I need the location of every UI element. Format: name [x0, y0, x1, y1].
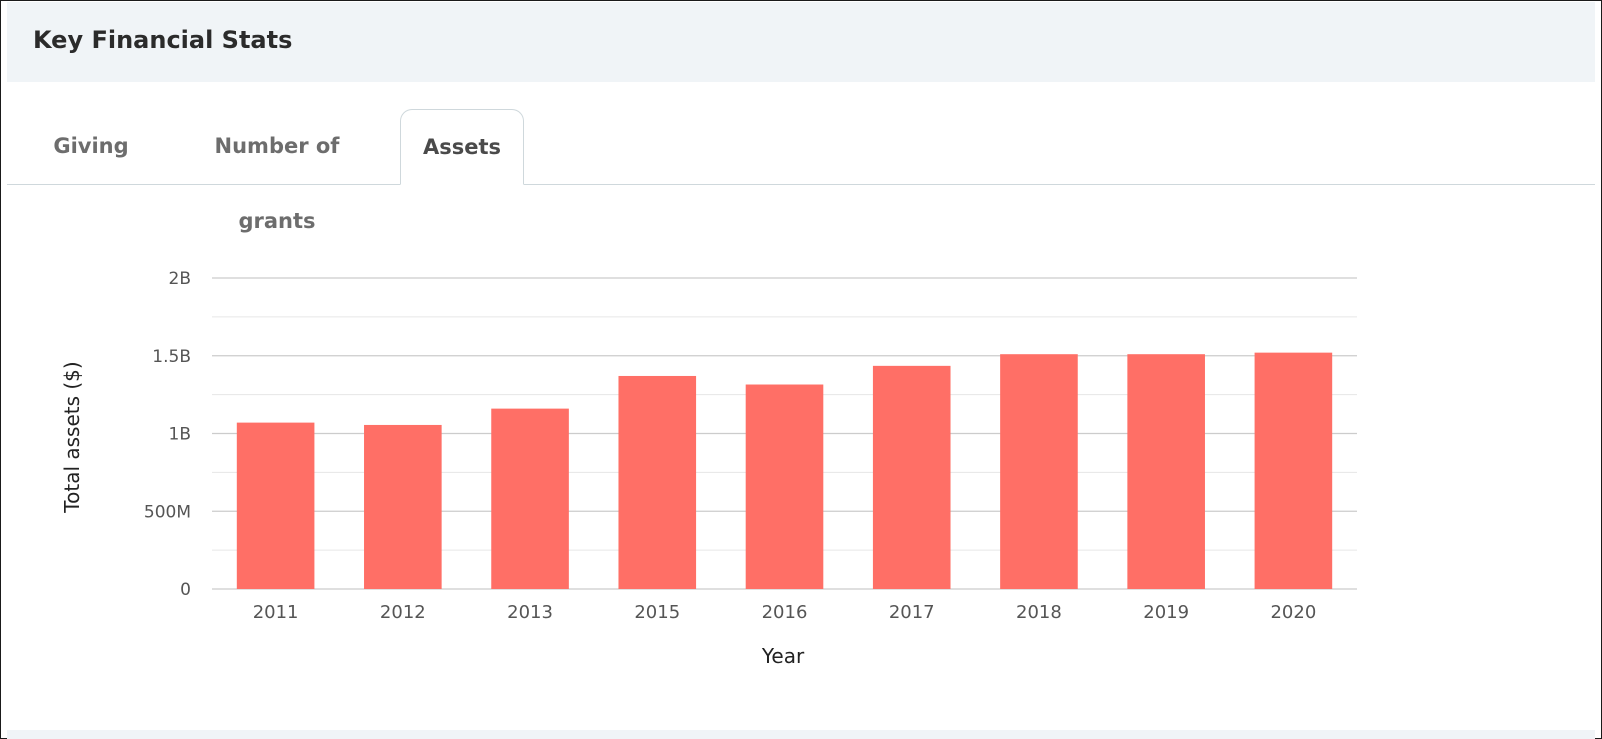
bar-2017[interactable] — [872, 365, 951, 589]
tab-number-of-grants[interactable]: Number of grants — [214, 134, 340, 233]
y-tick-label: 1.5B — [152, 347, 191, 367]
y-tick-label: 2B — [169, 269, 191, 289]
x-tick-label: 2020 — [1270, 602, 1316, 623]
y-axis-ticks: 0 500M 1B 1.5B 2B — [144, 269, 191, 600]
x-tick-label: 2019 — [1143, 602, 1189, 623]
x-tick-label: 2018 — [1016, 602, 1062, 623]
y-tick-label: 0 — [180, 580, 191, 600]
x-axis-ticks: 2011 2012 2013 2015 2016 2017 2018 2019 2020 — [253, 602, 1317, 623]
x-tick-label: 2015 — [634, 602, 680, 623]
tab-giving[interactable]: Giving — [53, 134, 129, 158]
bar-2018[interactable] — [1000, 354, 1078, 589]
x-tick-label: 2016 — [762, 602, 808, 623]
panel-footer-strip — [7, 730, 1595, 739]
x-axis-label: Year — [761, 644, 805, 668]
bar-2020[interactable] — [1254, 352, 1333, 589]
x-tick-label: 2017 — [889, 602, 935, 623]
y-tick-label: 1B — [169, 425, 191, 445]
tab-assets[interactable]: Assets — [400, 109, 524, 185]
panel-header: Key Financial Stats — [7, 2, 1595, 82]
bar-2011[interactable] — [236, 422, 315, 589]
y-axis-label: Total assets ($) — [60, 361, 84, 513]
bar-2016[interactable] — [745, 384, 824, 589]
bar-2013[interactable] — [491, 408, 569, 589]
x-tick-label: 2011 — [253, 602, 299, 623]
bar-2012[interactable] — [364, 424, 442, 589]
x-tick-label: 2012 — [380, 602, 426, 623]
tab-bar: Giving Number of grants Assets — [7, 109, 1595, 233]
assets-chart: 0 500M 1B 1.5B 2B 2011 2012 2013 2015 2016 2017 20… — [7, 185, 1595, 730]
x-tick-label: 2013 — [507, 602, 553, 623]
chart-bars — [236, 352, 1333, 589]
bar-2015[interactable] — [618, 375, 697, 589]
y-tick-label: 500M — [144, 502, 191, 522]
panel-title: Key Financial Stats — [33, 26, 293, 54]
bar-2019[interactable] — [1127, 354, 1205, 589]
